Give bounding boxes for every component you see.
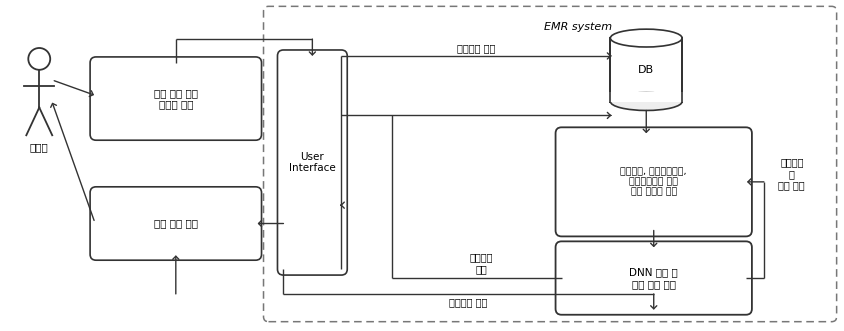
- Text: DB: DB: [638, 65, 654, 75]
- FancyBboxPatch shape: [555, 127, 752, 236]
- Ellipse shape: [610, 93, 682, 111]
- Text: 의료진: 의료진: [30, 142, 49, 152]
- FancyBboxPatch shape: [90, 187, 262, 260]
- FancyBboxPatch shape: [555, 241, 752, 315]
- Text: 검사결과 저장: 검사결과 저장: [457, 43, 495, 53]
- Text: User
Interface: User Interface: [289, 152, 336, 173]
- Bar: [609, 92, 683, 102]
- FancyBboxPatch shape: [90, 57, 262, 140]
- Text: 환자 검사 결과
데이터 입력: 환자 검사 결과 데이터 입력: [154, 88, 197, 109]
- Ellipse shape: [610, 29, 682, 47]
- FancyBboxPatch shape: [278, 50, 347, 275]
- Text: 혈액검사, 응급화학검사,
임상화학검사 등의
검사 데이터 추출: 혈액검사, 응급화학검사, 임상화학검사 등의 검사 데이터 추출: [620, 167, 687, 197]
- Text: 예측결과 제공: 예측결과 제공: [449, 297, 488, 307]
- Text: DNN 학습 및
예측 모델 생성: DNN 학습 및 예측 모델 생성: [630, 267, 678, 289]
- Text: 예측 결과 제공: 예측 결과 제공: [154, 218, 197, 228]
- Text: 전이학습
및
모델 갱신: 전이학습 및 모델 갱신: [778, 157, 805, 191]
- Text: 예측결과
저장: 예측결과 저장: [469, 252, 493, 274]
- Bar: [610, 38, 682, 102]
- Text: EMR system: EMR system: [544, 22, 612, 32]
